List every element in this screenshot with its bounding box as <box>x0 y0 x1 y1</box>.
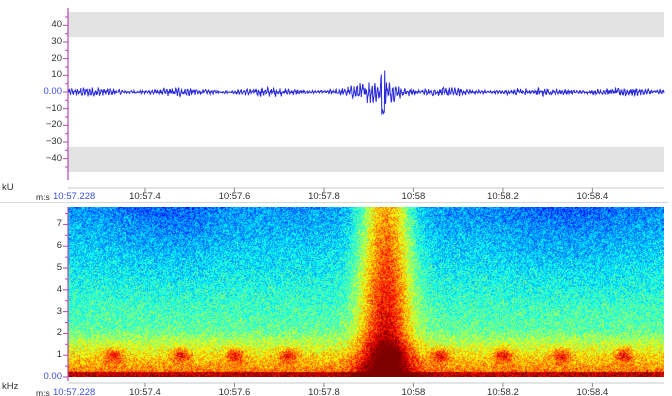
spectrogram-y-tick-label: 7 <box>56 218 62 230</box>
waveform-time-tick-label: 10:57.4 <box>129 191 161 202</box>
waveform-time-tick-label: 10:58.2 <box>487 191 519 202</box>
spectrogram-time-tick-label: 10:57.6 <box>218 387 251 396</box>
spectrogram-y-tick-label: 0.00 <box>43 371 63 382</box>
waveform-time-tick-label: 10:57.8 <box>308 191 340 202</box>
spectrogram-y-tick-label: 1 <box>56 349 62 361</box>
waveform-y-tick-label: 10 <box>51 69 62 81</box>
upper-clip-band <box>68 12 664 37</box>
waveform-y-tick-label: −40 <box>45 152 62 164</box>
waveform-y-tick-label: −10 <box>45 102 62 114</box>
waveform-unit-label: kU <box>2 182 14 193</box>
waveform-time-prefix: m:s <box>36 192 50 202</box>
waveform-time-tick-label: 10:58.4 <box>576 191 609 202</box>
spectrogram-axes <box>63 207 664 387</box>
waveform-time-start: 10:57.228 <box>53 191 96 202</box>
waveform-trace <box>67 70 665 115</box>
spectrogram-y-tick-label: 6 <box>56 240 62 252</box>
spectrogram-time-tick-label: 10:57.8 <box>308 387 340 396</box>
spectrogram-image[interactable] <box>68 207 664 377</box>
spectrogram-y-tick-label: 4 <box>56 283 62 295</box>
spectrogram-y-tick-label: 2 <box>56 327 62 339</box>
waveform-y-tick-label: −20 <box>45 119 62 131</box>
spectrogram-time-prefix: m:s <box>36 388 50 396</box>
spectrogram-panel[interactable]: 7 6 5 4 3 2 1 0.00 kHz m:s 10:57.228 10:57.4 10:… <box>0 205 668 396</box>
spectrogram-time-tick-label: 10:58.2 <box>487 387 519 396</box>
spectrogram-unit-label: kHz <box>2 381 19 392</box>
spectrogram-y-tick-label: 3 <box>56 305 62 317</box>
waveform-y-tick-label: −30 <box>45 136 62 147</box>
spectrogram-time-tick-label: 10:58.4 <box>576 387 609 396</box>
waveform-y-tick-label: 20 <box>51 52 62 64</box>
waveform-panel[interactable]: 40 30 20 10 0.00 −10 −20 −30 −40 kU m:s 10:57.22… <box>0 4 668 203</box>
spectrogram-y-tick-label: 5 <box>56 262 62 274</box>
waveform-y-tick-label: 0.00 <box>43 86 63 97</box>
spectrogram-time-start: 10:57.228 <box>53 387 96 396</box>
waveform-time-tick-label: 10:58 <box>401 191 426 202</box>
waveform-y-tick-label: 30 <box>51 36 62 47</box>
waveform-time-tick-label: 10:57.6 <box>218 191 251 202</box>
waveform-plot[interactable] <box>0 4 668 203</box>
spectrogram-time-tick-label: 10:58 <box>401 387 426 396</box>
lower-clip-band <box>68 147 664 172</box>
waveform-y-tick-label: 40 <box>51 19 62 31</box>
spectrogram-time-tick-label: 10:57.4 <box>129 387 161 396</box>
